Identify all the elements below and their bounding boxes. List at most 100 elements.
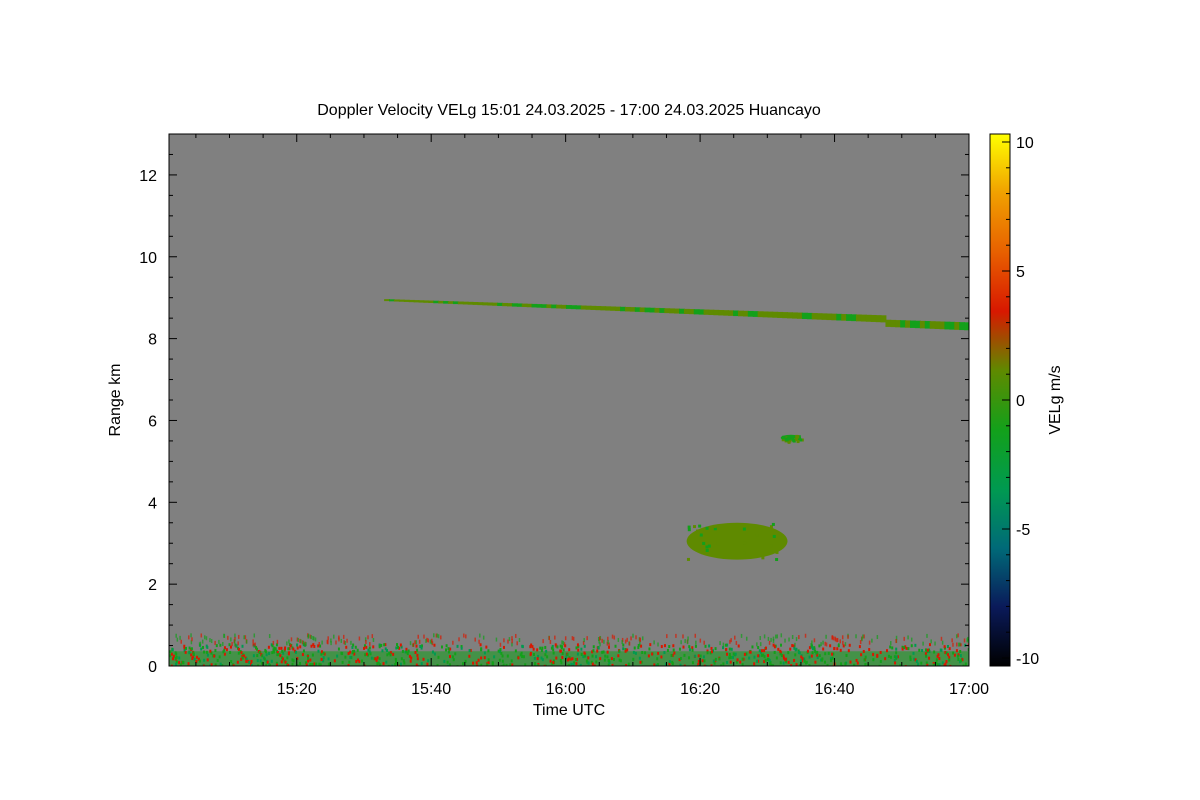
echo-pixel	[551, 644, 554, 648]
echo-pixel	[644, 651, 647, 655]
echo-pixel	[757, 659, 760, 663]
echo-pixel	[590, 660, 593, 664]
echo-pixel	[480, 656, 483, 660]
echo-pixel	[503, 638, 505, 643]
echo-pixel	[941, 661, 944, 665]
echo-pixel	[831, 635, 833, 640]
echo-pixel	[580, 305, 587, 310]
echo-pixel	[472, 661, 475, 665]
echo-pixel	[215, 644, 218, 648]
echo-pixel	[180, 639, 182, 644]
echo-pixel	[272, 648, 275, 652]
echo-pixel	[709, 651, 712, 655]
echo-pixel	[379, 663, 382, 666]
echo-pixel	[703, 664, 706, 666]
echo-pixel	[576, 643, 579, 647]
echo-pixel	[743, 541, 747, 545]
echo-pixel	[487, 658, 490, 662]
echo-pixel	[734, 652, 737, 656]
echo-pixel	[323, 652, 326, 656]
echo-pixel	[423, 300, 430, 303]
echo-pixel	[420, 662, 423, 666]
echo-pixel	[747, 310, 754, 317]
echo-pixel	[785, 438, 789, 442]
colorbar-tick-label: -5	[1016, 522, 1030, 539]
echo-pixel	[554, 643, 557, 647]
echo-pixel	[736, 658, 739, 662]
echo-pixel	[606, 641, 609, 646]
colorbar-tick-label: 5	[1016, 264, 1025, 281]
echo-pixel	[410, 656, 413, 660]
echo-pixel	[946, 644, 949, 648]
echo-pixel	[632, 657, 635, 661]
echo-pixel	[694, 654, 697, 658]
echo-pixel	[245, 659, 248, 663]
echo-pixel	[924, 648, 927, 652]
echo-pixel	[299, 645, 302, 649]
y-tick-label: 6	[148, 413, 157, 430]
echo-pixel	[793, 646, 796, 650]
echo-pixel	[518, 638, 521, 643]
echo-pixel	[755, 659, 758, 663]
echo-pixel	[536, 657, 539, 661]
echo-pixel	[419, 644, 422, 648]
echo-pixel	[279, 654, 282, 658]
echo-pixel	[551, 304, 558, 309]
echo-pixel	[608, 642, 610, 647]
echo-pixel	[545, 649, 548, 653]
echo-pixel	[773, 645, 776, 649]
echo-pixel	[706, 651, 709, 655]
echo-pixel	[351, 645, 354, 649]
echo-pixel	[872, 652, 875, 656]
echo-pixel	[792, 312, 798, 319]
echo-pixel	[895, 651, 898, 655]
echo-pixel	[764, 646, 767, 650]
echo-pixel	[836, 637, 839, 642]
echo-pixel	[816, 313, 823, 320]
echo-pixel	[502, 663, 505, 666]
echo-pixel	[728, 656, 731, 660]
echo-pixel	[792, 644, 795, 648]
echo-pixel	[540, 648, 543, 652]
echo-pixel	[549, 659, 552, 663]
echo-pixel	[915, 659, 918, 663]
echo-pixel	[777, 647, 780, 651]
echo-pixel	[713, 661, 716, 665]
echo-pixel	[928, 643, 931, 647]
x-tick-label: 16:40	[815, 681, 855, 698]
echo-pixel	[787, 312, 794, 319]
echo-pixel	[806, 312, 813, 320]
echo-pixel	[315, 662, 318, 666]
echo-pixel	[811, 651, 814, 655]
echo-pixel	[714, 647, 717, 651]
echo-pixel	[618, 658, 621, 662]
echo-pixel	[521, 303, 528, 308]
echo-pixel	[693, 525, 697, 529]
echo-pixel	[248, 660, 251, 664]
echo-pixel	[386, 653, 389, 657]
echo-pixel	[826, 663, 829, 666]
echo-pixel	[240, 657, 243, 661]
echo-pixel	[779, 661, 782, 665]
colorbar-tick-label: 0	[1016, 393, 1025, 410]
echo-pixel	[825, 642, 828, 647]
echo-pixel	[214, 648, 217, 652]
echo-pixel	[561, 304, 567, 309]
echo-pixel	[626, 637, 628, 642]
echo-pixel	[708, 644, 711, 648]
echo-pixel	[237, 647, 240, 651]
echo-pixel	[772, 643, 775, 647]
echo-pixel	[363, 646, 366, 650]
echo-pixel	[760, 653, 763, 657]
echo-pixel	[353, 652, 356, 656]
echo-pixel	[624, 649, 627, 653]
echo-pixel	[437, 634, 440, 639]
echo-pixel	[245, 639, 248, 644]
echo-pixel	[762, 653, 765, 657]
echo-pixel	[544, 645, 547, 649]
echo-pixel	[829, 657, 832, 661]
echo-pixel	[703, 659, 706, 663]
echo-pixel	[813, 646, 816, 650]
echo-pixel	[542, 639, 544, 644]
echo-pixel	[294, 650, 297, 654]
